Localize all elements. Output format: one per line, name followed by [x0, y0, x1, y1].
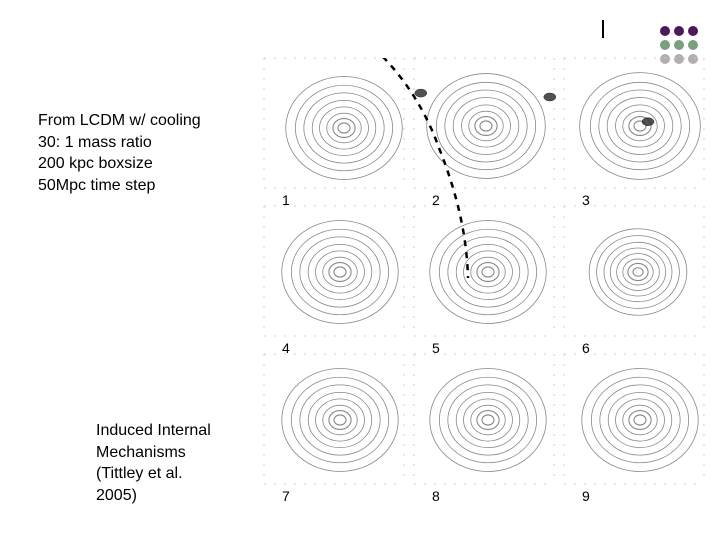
divider-bar [602, 20, 604, 38]
text-line: Induced Internal [96, 420, 211, 442]
contour-panel: 3 [564, 58, 704, 188]
contour-panel: 4 [264, 206, 404, 336]
text-line: 2005) [96, 485, 211, 507]
decor-dot [674, 26, 684, 36]
contour-panel: 2 [414, 58, 554, 188]
decor-dot [674, 40, 684, 50]
contour-panel: 7 [264, 354, 404, 484]
decor-dot [660, 26, 670, 36]
panel-label: 8 [432, 488, 440, 504]
panel-label: 9 [582, 488, 590, 504]
citation-caption: Induced InternalMechanisms(Tittley et al… [96, 420, 211, 506]
decor-dot [688, 40, 698, 50]
panel-label: 7 [282, 488, 290, 504]
decor-dot [688, 26, 698, 36]
contour-figure: 123 456 789 [264, 58, 704, 498]
contour-panel: 6 [564, 206, 704, 336]
text-line: 30: 1 mass ratio [38, 132, 201, 154]
text-line: (Tittley et al. [96, 463, 211, 485]
text-line: Mechanisms [96, 442, 211, 464]
contour-panel: 8 [414, 354, 554, 484]
text-line: 200 kpc boxsize [38, 153, 201, 175]
contour-panel: 1 [264, 58, 404, 188]
text-line: 50Mpc time step [38, 175, 201, 197]
contour-panel: 9 [564, 354, 704, 484]
decor-dot [660, 40, 670, 50]
contour-panel: 5 [414, 206, 554, 336]
simulation-params: From LCDM w/ cooling30: 1 mass ratio200 … [38, 110, 201, 196]
text-line: From LCDM w/ cooling [38, 110, 201, 132]
